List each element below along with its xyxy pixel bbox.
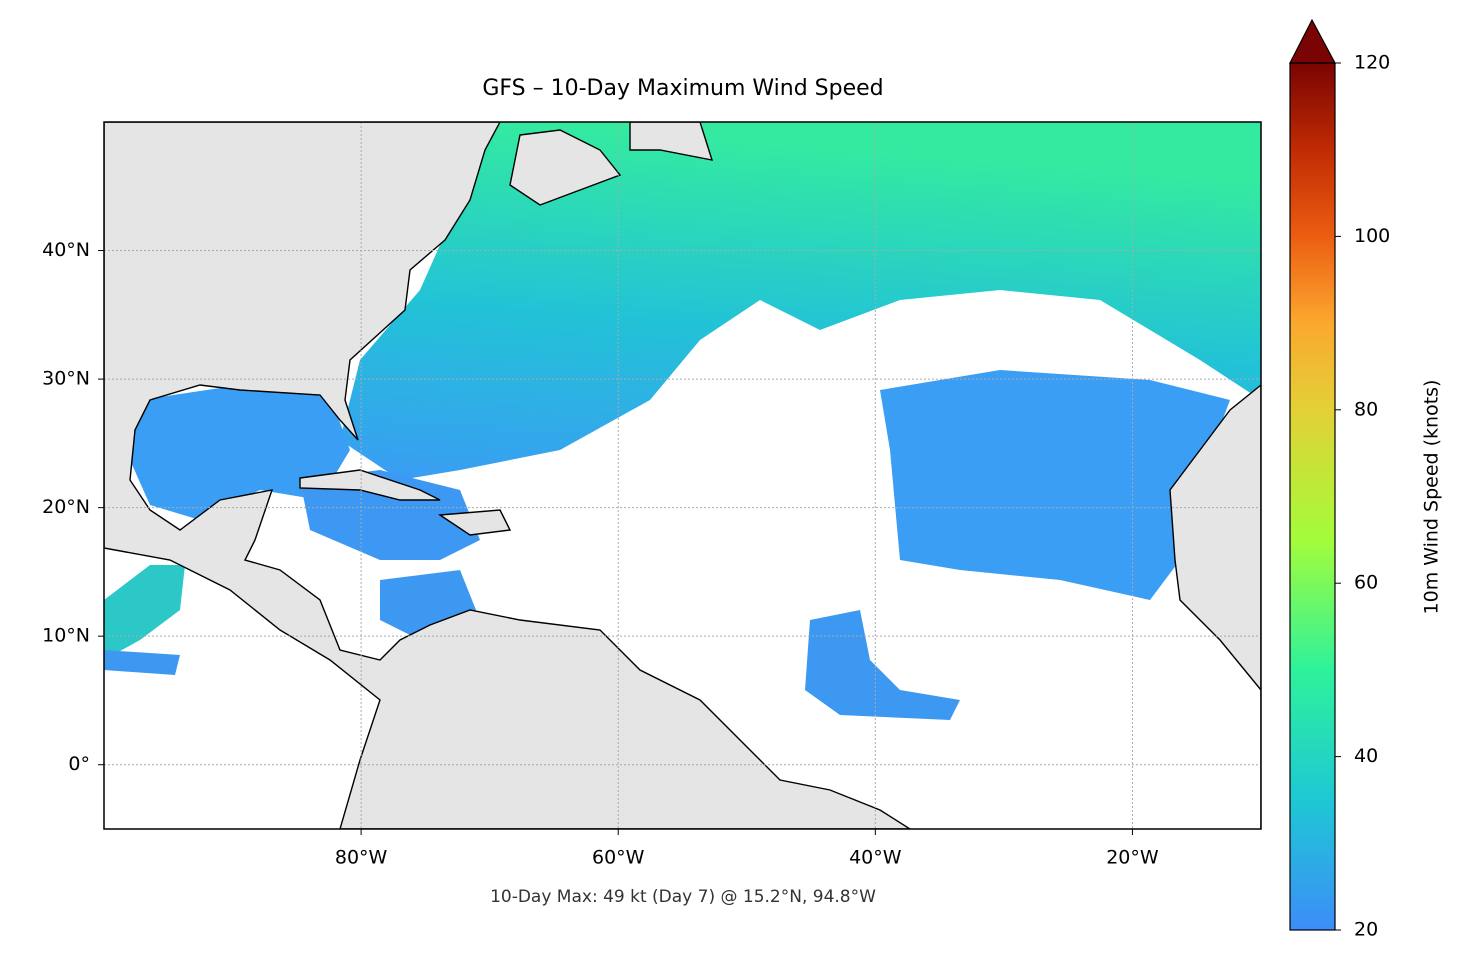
- colorbar: 10m Wind Speed (knots): [1289, 18, 1443, 931]
- y-tick-label: 0°: [68, 753, 90, 775]
- grid: [104, 122, 1261, 829]
- x-tick-label: 60°W: [592, 847, 645, 869]
- x-tick-label: 20°W: [1106, 847, 1159, 869]
- colorbar-tick-label: 20: [1354, 919, 1378, 941]
- map-frame: [103, 121, 1262, 830]
- x-tick-label: 40°W: [849, 847, 902, 869]
- land: [104, 122, 1261, 829]
- annotation: 10-Day Max: 49 kt (Day 7) @ 15.2°N, 94.8…: [490, 887, 876, 907]
- colorbar-tick-label: 80: [1354, 398, 1378, 420]
- wind-field: [104, 122, 1261, 720]
- map: [104, 122, 1261, 829]
- title: GFS – 10-Day Maximum Wind Speed: [482, 76, 883, 101]
- colorbar-scale: [1289, 62, 1336, 931]
- y-tick-label: 40°N: [42, 239, 90, 261]
- y-tick-label: 20°N: [42, 496, 90, 518]
- colorbar-label: 10m Wind Speed (knots): [1421, 380, 1443, 615]
- y-tick-label: 10°N: [42, 625, 90, 647]
- colorbar-extend: [1289, 18, 1337, 64]
- colorbar-tick-label: 120: [1354, 52, 1390, 74]
- axes: 80°W 60°W 40°W 20°W 0° 10°N 20°N 30°N 40°N 20 40 60…: [42, 52, 1390, 941]
- colorbar-tick-label: 60: [1354, 572, 1378, 594]
- colorbar-tick-label: 40: [1354, 745, 1378, 767]
- x-tick-label: 80°W: [335, 847, 388, 869]
- colorbar-tick-label: 100: [1354, 225, 1390, 247]
- y-tick-label: 30°N: [42, 368, 90, 390]
